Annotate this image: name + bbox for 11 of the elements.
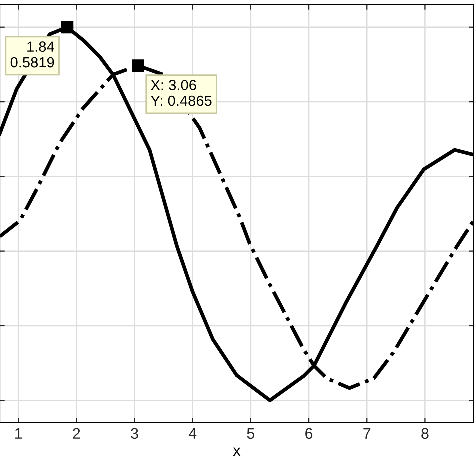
x-tick-label: 8 [422,428,429,440]
x-tick-label: 1 [16,428,22,439]
x-tick-label: 6 [306,428,313,440]
annotation: X: 3.06 Y: 0.4865 [151,80,212,106]
x-axis-title: x [233,448,241,456]
x-tick-label: 7 [364,428,371,439]
x-tick-label: 3 [131,428,138,440]
x-tick-label: 4 [188,428,197,439]
annotation: 1.84 0.5819 [10,42,54,68]
x-tick-label: 5 [247,428,255,440]
x-tick-label: 2 [73,428,80,439]
